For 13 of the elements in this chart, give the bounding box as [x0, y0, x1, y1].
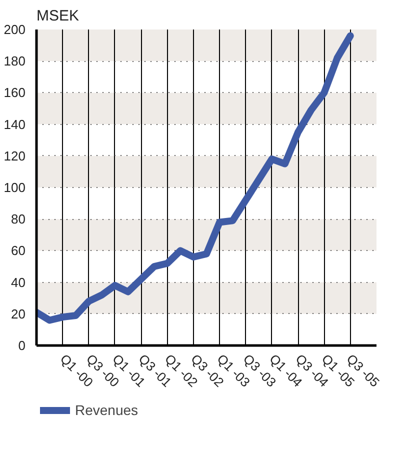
y-tick-label: 120	[4, 148, 26, 164]
y-axis-title: MSEK	[36, 8, 80, 24]
y-tick-label: 80	[11, 212, 26, 227]
y-tick-label: 200	[4, 22, 26, 37]
y-tick-label: 20	[11, 306, 26, 322]
y-tick-label: 60	[11, 243, 26, 258]
y-tick-label: 40	[11, 274, 26, 290]
y-tick-label: 140	[4, 116, 26, 132]
legend-label: Revenues	[75, 402, 138, 418]
y-tick-label: 100	[4, 180, 26, 195]
y-tick-label: 160	[4, 85, 26, 100]
y-tick-label: 180	[4, 54, 26, 69]
y-tick-label: 0	[18, 338, 26, 353]
